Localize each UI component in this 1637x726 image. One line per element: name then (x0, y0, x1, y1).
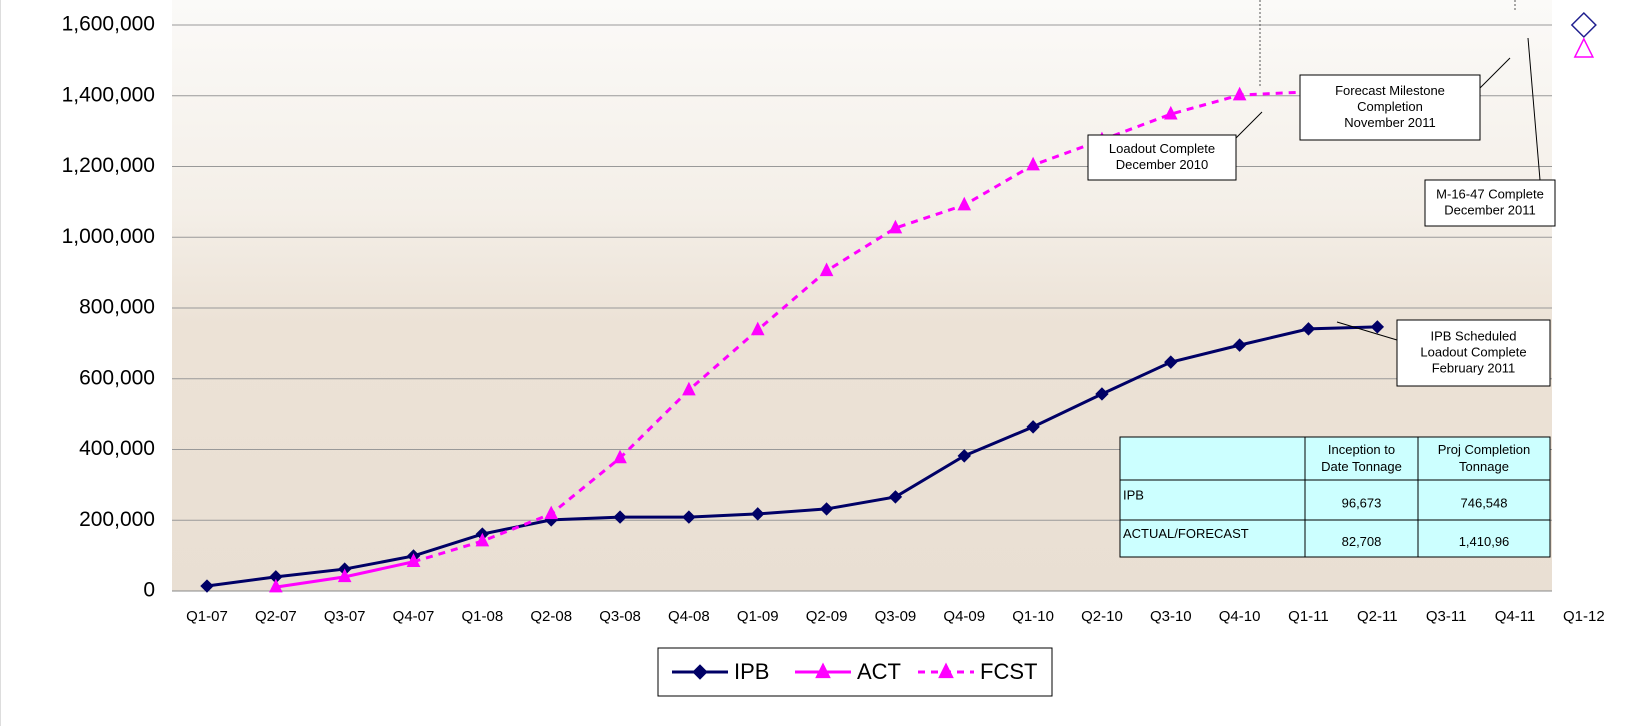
annotation-box (1396, 319, 1551, 387)
annotation-text: IPB Scheduled (1430, 328, 1516, 343)
annotation-box (1299, 74, 1481, 141)
table-cell: 1,410,96 (1459, 534, 1510, 549)
marker (692, 664, 708, 680)
table-cell: 746,548 (1461, 495, 1508, 510)
y-tick-label: 1,200,000 (62, 154, 155, 177)
x-tick-label: Q2-08 (530, 608, 572, 625)
marker (751, 507, 765, 521)
series-line (206, 325, 1378, 588)
marker (682, 510, 696, 524)
marker (1026, 156, 1040, 171)
marker (613, 510, 627, 524)
annotation-text: December 2010 (1116, 157, 1209, 172)
x-tick-label: Q1-08 (462, 608, 504, 625)
series-line (413, 90, 1309, 564)
annotation-connector (1336, 321, 1398, 341)
marker (544, 505, 559, 520)
marker (957, 449, 971, 463)
table-header: Inception to Date Tonnage (1321, 442, 1402, 474)
annotation-text: Loadout Complete (1109, 141, 1215, 156)
annotation-text: Loadout Complete (1420, 344, 1526, 359)
x-tick-label: Q3-10 (1150, 608, 1192, 625)
legend-label: ACT (857, 659, 901, 684)
marker (613, 449, 627, 464)
annotation-connector (1527, 37, 1541, 181)
marker (1232, 86, 1247, 101)
marker (815, 662, 831, 679)
marker (682, 381, 696, 396)
y-tick-label: 1,400,000 (62, 83, 155, 106)
x-tick-label: Q2-09 (806, 608, 848, 625)
legend-label: IPB (734, 659, 769, 684)
x-tick-label: Q2-07 (255, 608, 297, 625)
table-cell: 96,673 (1342, 495, 1382, 510)
marker (888, 219, 903, 234)
marker (1370, 320, 1385, 334)
table-cell: ACTUAL/FORECAST (1123, 526, 1249, 541)
table-background (1119, 436, 1551, 558)
marker (957, 196, 972, 211)
x-tick-label: Q3-11 (1426, 608, 1467, 625)
marker (888, 490, 903, 504)
annotation-connector (1479, 57, 1511, 89)
marker (1573, 37, 1595, 58)
marker (475, 532, 490, 547)
y-tick-label: 200,000 (79, 508, 155, 531)
x-tick-label: Q1-10 (1012, 608, 1054, 625)
y-tick-label: 1,600,000 (62, 13, 155, 36)
x-tick-label: Q4-07 (393, 608, 435, 625)
annotation-text: Forecast Milestone (1335, 83, 1445, 98)
x-tick-label: Q3-08 (599, 608, 641, 625)
annotation-connector (1235, 111, 1263, 139)
marker (200, 579, 214, 593)
x-tick-label: Q4-11 (1495, 608, 1536, 625)
annotation-text: November 2011 (1344, 115, 1436, 130)
marker (1570, 11, 1597, 39)
marker (406, 553, 421, 568)
annotation-text: M-16-47 Complete (1436, 186, 1544, 201)
annotation-text: December 2011 (1444, 202, 1536, 217)
x-tick-label: Q4-09 (943, 608, 985, 625)
y-tick-label: 800,000 (79, 296, 155, 319)
marker (1026, 420, 1040, 434)
x-tick-label: Q4-10 (1219, 608, 1261, 625)
table-cell: IPB (1123, 487, 1144, 502)
marker (819, 262, 834, 277)
marker (337, 568, 352, 583)
annotation-box (1424, 179, 1556, 227)
table-cell: 82,708 (1342, 534, 1382, 549)
marker (1095, 387, 1109, 401)
marker (938, 662, 954, 679)
y-tick-label: 600,000 (79, 366, 155, 389)
x-tick-label: Q1-07 (186, 608, 228, 625)
marker (1232, 338, 1247, 352)
x-tick-label: Q1-09 (737, 608, 779, 625)
x-tick-label: Q2-10 (1081, 608, 1123, 625)
table-header: Proj Completion Tonnage (1438, 442, 1531, 474)
x-tick-label: Q4-08 (668, 608, 710, 625)
marker (1163, 105, 1178, 120)
marker (1164, 355, 1178, 369)
x-tick-label: Q3-09 (875, 608, 917, 625)
annotation-box (1087, 134, 1237, 181)
x-tick-label: Q1-12 (1563, 608, 1605, 625)
marker (819, 502, 834, 516)
y-tick-label: 400,000 (79, 437, 155, 460)
marker (1301, 322, 1316, 336)
y-tick-label: 0 (143, 579, 155, 602)
marker (269, 578, 283, 593)
x-tick-label: Q3-07 (324, 608, 366, 625)
y-tick-label: 1,000,000 (62, 225, 155, 248)
annotation-text: Completion (1357, 99, 1423, 114)
legend-label: FCST (980, 659, 1037, 684)
x-tick-label: Q2-11 (1357, 608, 1398, 625)
marker (750, 321, 765, 336)
annotation-text: February 2011 (1432, 360, 1516, 375)
x-tick-label: Q1-11 (1288, 608, 1329, 625)
